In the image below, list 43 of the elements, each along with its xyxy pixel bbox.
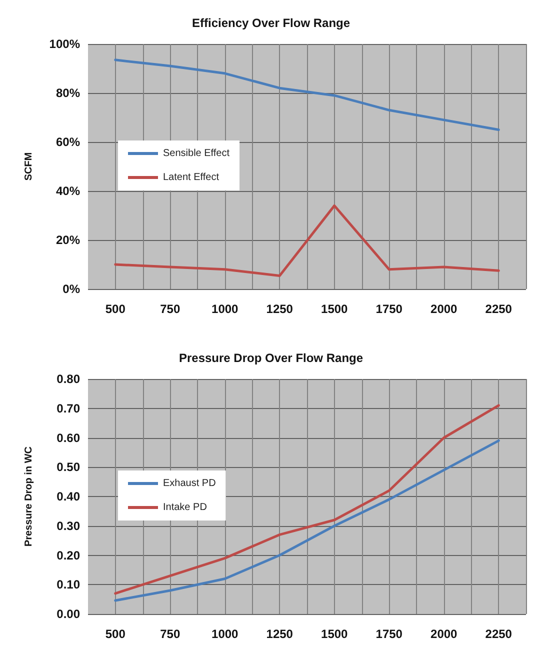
x-tick-label: 2000 <box>430 627 458 641</box>
x-tick-label: 500 <box>105 302 126 316</box>
y-tick-label: 0.00 <box>56 607 80 621</box>
x-tick-label: 1250 <box>266 627 294 641</box>
x-tick-label: 2250 <box>485 627 512 641</box>
y-tick-label: 100% <box>49 37 80 51</box>
y-tick-label: 0.80 <box>56 372 80 386</box>
x-tick-label: 1500 <box>321 302 348 316</box>
x-tick-label: 750 <box>160 302 180 316</box>
x-tick-label: 1250 <box>266 302 294 316</box>
x-tick-label: 1750 <box>376 627 403 641</box>
line-series <box>114 58 500 131</box>
line-series <box>114 404 500 595</box>
y-tick-label: 40% <box>56 184 80 198</box>
y-tick-label: 0.40 <box>56 490 80 504</box>
line-series <box>114 439 500 602</box>
x-tick-label: 750 <box>160 627 180 641</box>
chart-title: Pressure Drop Over Flow Range <box>178 351 364 365</box>
legend-label: Sensible Effect <box>163 148 230 159</box>
x-tick-label: 1500 <box>321 627 348 641</box>
y-tick-label: 20% <box>56 233 80 247</box>
x-tick-label: 2000 <box>430 302 458 316</box>
y-axis-title: Pressure Drop in WC <box>24 446 34 547</box>
y-tick-label: 0.20 <box>56 548 80 562</box>
y-tick-label: 60% <box>56 135 80 149</box>
y-tick-label: 80% <box>56 86 80 100</box>
y-tick-label: 0.60 <box>56 430 80 445</box>
x-tick-label: 1750 <box>376 302 403 316</box>
x-tick-label: 500 <box>105 627 126 641</box>
y-tick-label: 0.70 <box>56 401 80 416</box>
legend-label: Intake PD <box>163 502 207 513</box>
x-tick-label: 2250 <box>485 302 512 316</box>
legend-label: Latent Effect <box>163 172 220 183</box>
line-series <box>114 204 500 278</box>
y-axis-title: SCFM <box>24 152 34 181</box>
y-tick-label: 0.30 <box>56 518 80 533</box>
y-tick-label: 0.10 <box>56 578 80 592</box>
chart-title: Efficiency Over Flow Range <box>192 16 350 30</box>
y-tick-label: 0% <box>62 282 80 296</box>
y-tick-label: 0.50 <box>56 460 80 474</box>
x-tick-label: 1000 <box>212 302 239 316</box>
x-tick-label: 1000 <box>212 627 239 641</box>
legend-label: Exhaust PD <box>163 478 216 489</box>
